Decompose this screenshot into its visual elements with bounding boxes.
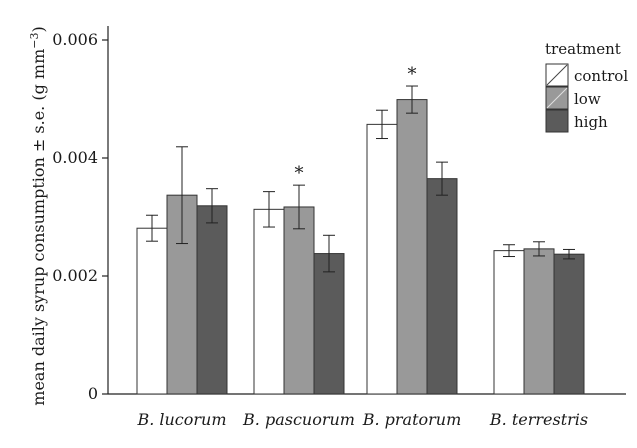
legend-label-high: high: [574, 113, 608, 131]
bar-control: [136, 227, 168, 395]
error-bar-control: [146, 214, 158, 242]
y-axis-label-superscript: −3: [28, 33, 41, 49]
legend: treatment control low high: [545, 40, 628, 133]
error-bar-low: [293, 184, 305, 230]
annotations-layer: **: [295, 64, 417, 184]
legend-title: treatment: [545, 40, 621, 58]
significance-asterisk: *: [408, 64, 417, 85]
bar-control: [366, 123, 398, 395]
error-bar-control: [503, 244, 515, 258]
error-bar-high: [436, 161, 448, 196]
x-category-label: B. lucorum: [136, 410, 226, 429]
y-axis-label: mean daily syrup consumption ± s.e. (g m…: [28, 26, 48, 405]
y-tick-label: 0.006: [52, 30, 98, 49]
legend-label-low: low: [574, 90, 601, 108]
legend-swatch-hatch: [546, 87, 568, 109]
y-tick-label: 0.004: [52, 148, 98, 167]
y-tick-label: 0: [88, 384, 98, 403]
error-bar-low: [533, 241, 545, 257]
legend-swatch-hatch: [546, 64, 568, 86]
y-axis-label-close: ): [29, 26, 48, 32]
legend-swatch-high: [545, 109, 569, 133]
error-bar-control: [376, 109, 388, 140]
legend-label-control: control: [574, 67, 628, 85]
bar-high: [426, 178, 458, 395]
bars-layer: [136, 99, 585, 395]
error-bar-control: [263, 191, 275, 228]
error-bar-low: [176, 146, 188, 245]
y-tick-label: 0.002: [52, 266, 98, 285]
x-category-label: B. pratorum: [362, 410, 462, 429]
error-bars-layer: [146, 85, 575, 273]
bar-control: [493, 250, 525, 395]
y-ticks: 0 0.002 0.004 0.006: [52, 30, 108, 403]
bar-high: [553, 253, 585, 395]
bar-high: [196, 205, 228, 395]
error-bar-high: [323, 234, 335, 273]
x-category-label: B. terrestris: [489, 410, 588, 429]
bar-low: [283, 206, 315, 395]
error-bar-high: [563, 248, 575, 260]
error-bar-high: [206, 188, 218, 224]
error-bar-low: [406, 85, 418, 114]
bar-high: [313, 253, 345, 395]
x-category-label: B. pascuorum: [242, 410, 355, 429]
bar-control: [253, 208, 285, 395]
bar-low: [396, 99, 428, 395]
significance-asterisk: *: [295, 163, 304, 184]
x-categories: B. lucorum B. pascuorum B. pratorum B. terr…: [136, 410, 588, 429]
bar-low: [523, 248, 555, 395]
